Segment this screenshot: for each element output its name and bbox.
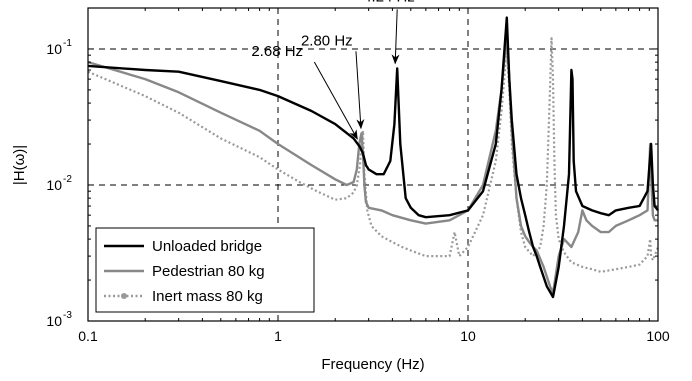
annotation-arrow — [391, 9, 400, 65]
grid-lines — [88, 8, 658, 321]
series-line-inert-mass-80-kg — [87, 37, 660, 273]
x-tick-label: 10 — [460, 328, 476, 344]
annotation-arrow — [313, 61, 358, 140]
series-line-unloaded-bridge — [87, 16, 659, 299]
y-tick-label: 10 — [46, 313, 62, 329]
legend-label: Pedestrian 80 kg — [152, 263, 265, 280]
y-axis-label: |H(ω)| — [11, 145, 28, 185]
x-tick-label: 0.1 — [78, 328, 98, 344]
y-tick-label: 10 — [46, 177, 62, 193]
annotation-label: 2.68 Hz — [251, 43, 303, 60]
x-tick-label: 100 — [646, 328, 670, 344]
y-tick-exponent: -2 — [63, 174, 72, 185]
annotation-label: 2.80 Hz — [301, 32, 353, 49]
legend-label: Inert mass 80 kg — [152, 288, 263, 305]
annotation-label: 4.24 Hz — [363, 0, 415, 5]
annotation-arrow — [355, 51, 365, 130]
legend-marker — [121, 293, 127, 299]
x-tick-label: 1 — [274, 328, 282, 344]
y-tick-exponent: -1 — [63, 38, 72, 49]
x-axis-label: Frequency (Hz) — [321, 356, 424, 373]
y-tick-exponent: -3 — [63, 310, 72, 321]
legend: Unloaded bridge Pedestrian 80 kg Inert mas… — [95, 227, 315, 313]
y-tick-label: 10 — [46, 41, 62, 57]
annotations: 2.68 Hz2.80 Hz 4.24 Hz — [251, 0, 415, 140]
series-layer — [87, 16, 660, 299]
plot-frame — [87, 7, 659, 322]
legend-label: Unloaded bridge — [152, 238, 262, 255]
